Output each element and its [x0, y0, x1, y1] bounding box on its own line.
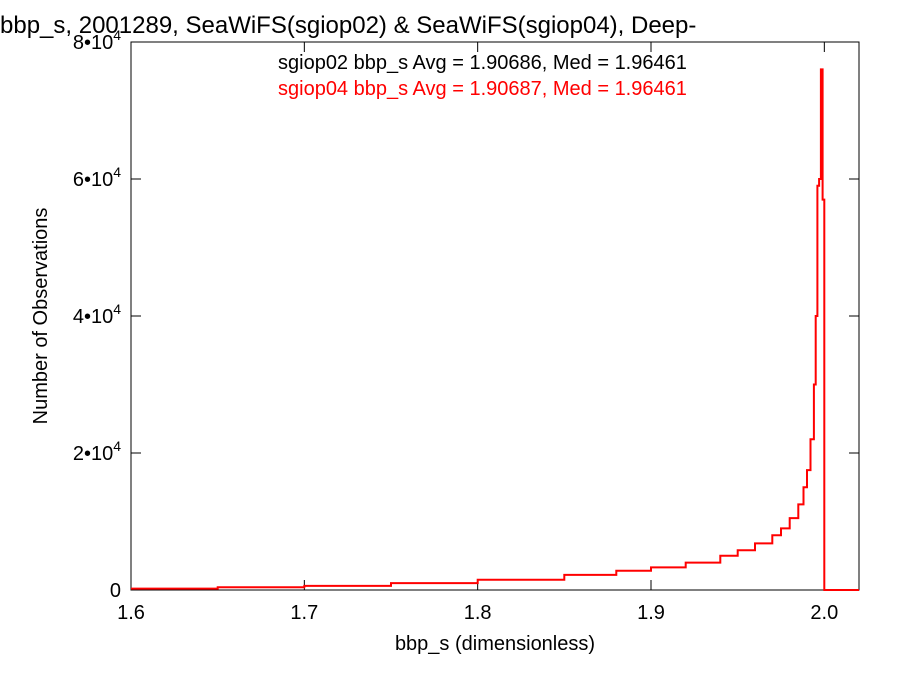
- y-tick-label: 2•104: [73, 438, 121, 465]
- x-tick-label: 1.7: [290, 602, 318, 624]
- y-tick-label-base: 0: [110, 580, 121, 602]
- x-tick-label: 1.9: [637, 602, 665, 624]
- y-tick-label-exponent: 4: [113, 164, 121, 180]
- x-axis-label: bbp_s (dimensionless): [395, 633, 595, 655]
- plot-frame: [130, 41, 860, 591]
- y-tick-label: 6•104: [73, 164, 121, 191]
- series-group: [131, 68, 859, 591]
- y-tick-label: 8•104: [73, 27, 121, 54]
- x-tick-label: 2.0: [810, 602, 838, 624]
- chart-title: bbp_s, 2001289, SeaWiFS(sgiop02) & SeaWi…: [0, 12, 696, 39]
- y-tick-label-exponent: 4: [113, 27, 121, 43]
- series-line: [131, 68, 859, 591]
- y-tick-label-base: 6•10: [73, 169, 113, 191]
- x-tick-label: 1.6: [117, 602, 145, 624]
- annotation-sgiop02: sgiop02 bbp_s Avg = 1.90686, Med = 1.964…: [278, 52, 687, 74]
- y-tick-label: 0: [110, 580, 121, 602]
- y-tick-label-base: 4•10: [73, 306, 113, 328]
- annotation-sgiop04: sgiop04 bbp_s Avg = 1.90687, Med = 1.964…: [278, 78, 687, 100]
- y-tick-label: 4•104: [73, 301, 121, 328]
- y-tick-label-base: 2•10: [73, 443, 113, 465]
- x-axis-ticks: 1.6 1.7 1.8 1.9 2.0: [117, 42, 838, 624]
- y-axis-label: Number of Observations: [30, 208, 52, 425]
- y-tick-label-exponent: 4: [113, 438, 121, 454]
- y-tick-label-base: 8•10: [73, 32, 113, 54]
- y-tick-label-exponent: 4: [113, 301, 121, 317]
- x-tick-label: 1.8: [464, 602, 492, 624]
